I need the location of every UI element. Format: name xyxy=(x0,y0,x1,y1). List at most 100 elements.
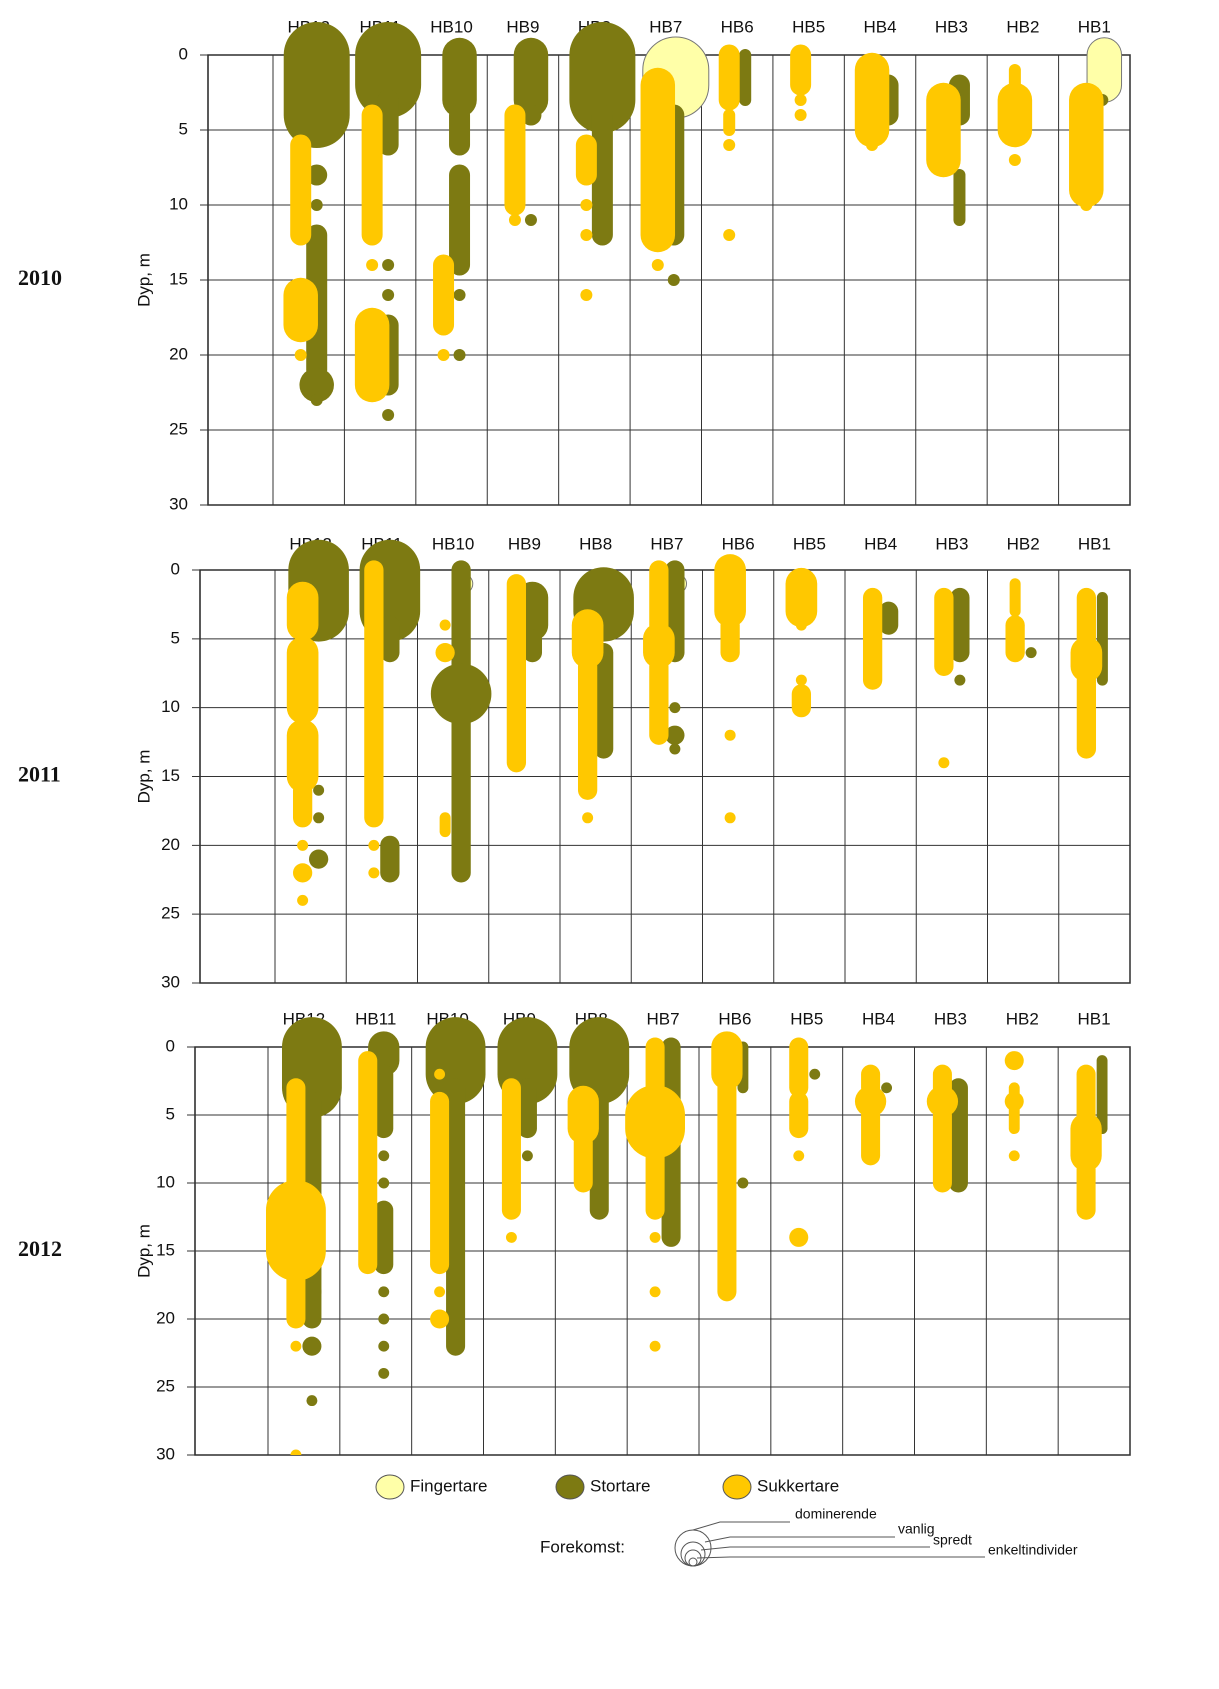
bubble-range xyxy=(310,199,323,211)
bubble-range xyxy=(569,1017,630,1105)
bubble-range xyxy=(794,94,807,106)
bubble-range xyxy=(361,104,383,246)
legend-size-4 xyxy=(674,1529,712,1567)
bubble-range xyxy=(723,229,736,241)
bubble-range xyxy=(382,409,395,421)
y-tick-label: 25 xyxy=(169,419,188,438)
bubble-range xyxy=(374,1064,394,1139)
bubble-range xyxy=(286,1078,306,1193)
y-tick-label: 20 xyxy=(161,835,180,854)
bubble-range xyxy=(358,1051,378,1275)
bubble-range xyxy=(1076,1159,1096,1220)
x-tick-label: HB5 xyxy=(793,534,826,553)
bubble-range xyxy=(575,134,597,186)
bubble-range xyxy=(790,44,812,96)
x-tick-label: HB7 xyxy=(649,17,682,36)
y-tick-label: 25 xyxy=(156,1376,175,1395)
bubble-range xyxy=(378,1177,390,1189)
bubble-range xyxy=(569,22,636,133)
bubble-range xyxy=(950,587,970,663)
x-tick-label: HB1 xyxy=(1078,534,1111,553)
bubble-range xyxy=(785,567,818,628)
bubble-range xyxy=(667,274,680,286)
x-tick-label: HB10 xyxy=(432,534,475,553)
bubble-range xyxy=(378,1367,390,1379)
bubble-range xyxy=(506,574,527,773)
bubble-range xyxy=(290,1449,302,1455)
y-axis-label: Dyp, m xyxy=(134,750,153,804)
y-tick-label: 30 xyxy=(156,1444,175,1463)
bubble-range xyxy=(378,1340,390,1352)
bubble-range xyxy=(297,839,309,851)
bubble-range xyxy=(669,743,681,755)
abundance-level: enkeltindivider xyxy=(988,1542,1078,1558)
abundance-legend xyxy=(674,1521,985,1567)
x-tick-label: HB7 xyxy=(650,534,683,553)
legend-leader xyxy=(700,1546,930,1551)
bubble-range xyxy=(302,1282,322,1302)
y-tick-label: 10 xyxy=(161,697,180,716)
bubble-range xyxy=(791,684,812,718)
y-tick-label: 0 xyxy=(166,1036,175,1055)
y-tick-label: 30 xyxy=(169,494,188,513)
bubble-range xyxy=(286,581,319,641)
bubble-range xyxy=(1009,578,1021,617)
bubble-range xyxy=(1025,647,1037,659)
bubble-range xyxy=(577,656,598,800)
y-tick-label: 0 xyxy=(179,44,188,63)
bubble-range xyxy=(355,22,422,118)
bubble-range xyxy=(649,1286,661,1298)
x-tick-label: HB6 xyxy=(718,1009,751,1028)
bubble-range xyxy=(522,629,543,663)
y-tick-label: 15 xyxy=(156,1240,175,1259)
bubble-range xyxy=(520,104,542,126)
legend-swatch xyxy=(555,1474,585,1500)
bubble-range xyxy=(366,259,379,271)
abundance-title: Forekomst: xyxy=(540,1537,625,1556)
x-tick-label: HB4 xyxy=(864,534,897,553)
bubble-range xyxy=(640,67,676,253)
bubble-range xyxy=(789,1037,809,1098)
bubble-range xyxy=(997,82,1033,148)
bubble-range xyxy=(1069,82,1104,208)
y-tick-label: 10 xyxy=(169,194,188,213)
y-tick-label: 10 xyxy=(156,1172,175,1191)
legend-size-3 xyxy=(680,1541,706,1567)
bubble-range xyxy=(1008,1150,1020,1162)
bubble-range xyxy=(938,757,950,769)
bubble-range xyxy=(435,642,455,663)
bubble-range xyxy=(573,1132,593,1193)
bubble-range xyxy=(434,1286,446,1298)
bubble-range xyxy=(380,835,400,883)
y-tick-label: 5 xyxy=(179,119,188,138)
bubble-range xyxy=(439,812,451,838)
bubble-range xyxy=(292,863,313,883)
x-tick-label: HB3 xyxy=(935,17,968,36)
x-tick-label: HB10 xyxy=(430,17,473,36)
bubble-range xyxy=(580,229,593,241)
x-tick-label: HB4 xyxy=(864,17,897,36)
bubble-range xyxy=(517,1078,537,1139)
legend-label: Sukkertare xyxy=(757,1476,839,1495)
bubble-range xyxy=(789,1091,809,1139)
bubble-range xyxy=(449,164,471,276)
y-tick-label: 5 xyxy=(171,628,180,647)
legend-leader xyxy=(692,1521,790,1531)
bubble-range xyxy=(878,601,899,635)
x-tick-label: HB7 xyxy=(647,1009,680,1028)
abundance-level: vanlig xyxy=(898,1521,935,1537)
bubble-range xyxy=(378,1313,390,1325)
bubble-range xyxy=(299,367,334,403)
bubble-range xyxy=(724,812,736,824)
bubble-range xyxy=(625,1085,686,1159)
legend-leader xyxy=(704,1536,895,1543)
bubble-range xyxy=(591,104,613,246)
year-label: 2011 xyxy=(18,762,61,787)
year-label: 2012 xyxy=(18,1236,62,1261)
x-tick-label: HB9 xyxy=(506,17,539,36)
x-tick-label: HB11 xyxy=(355,1009,396,1028)
bubble-range xyxy=(953,169,966,226)
legend-swatch xyxy=(722,1474,752,1500)
bubble-range xyxy=(789,1227,809,1247)
